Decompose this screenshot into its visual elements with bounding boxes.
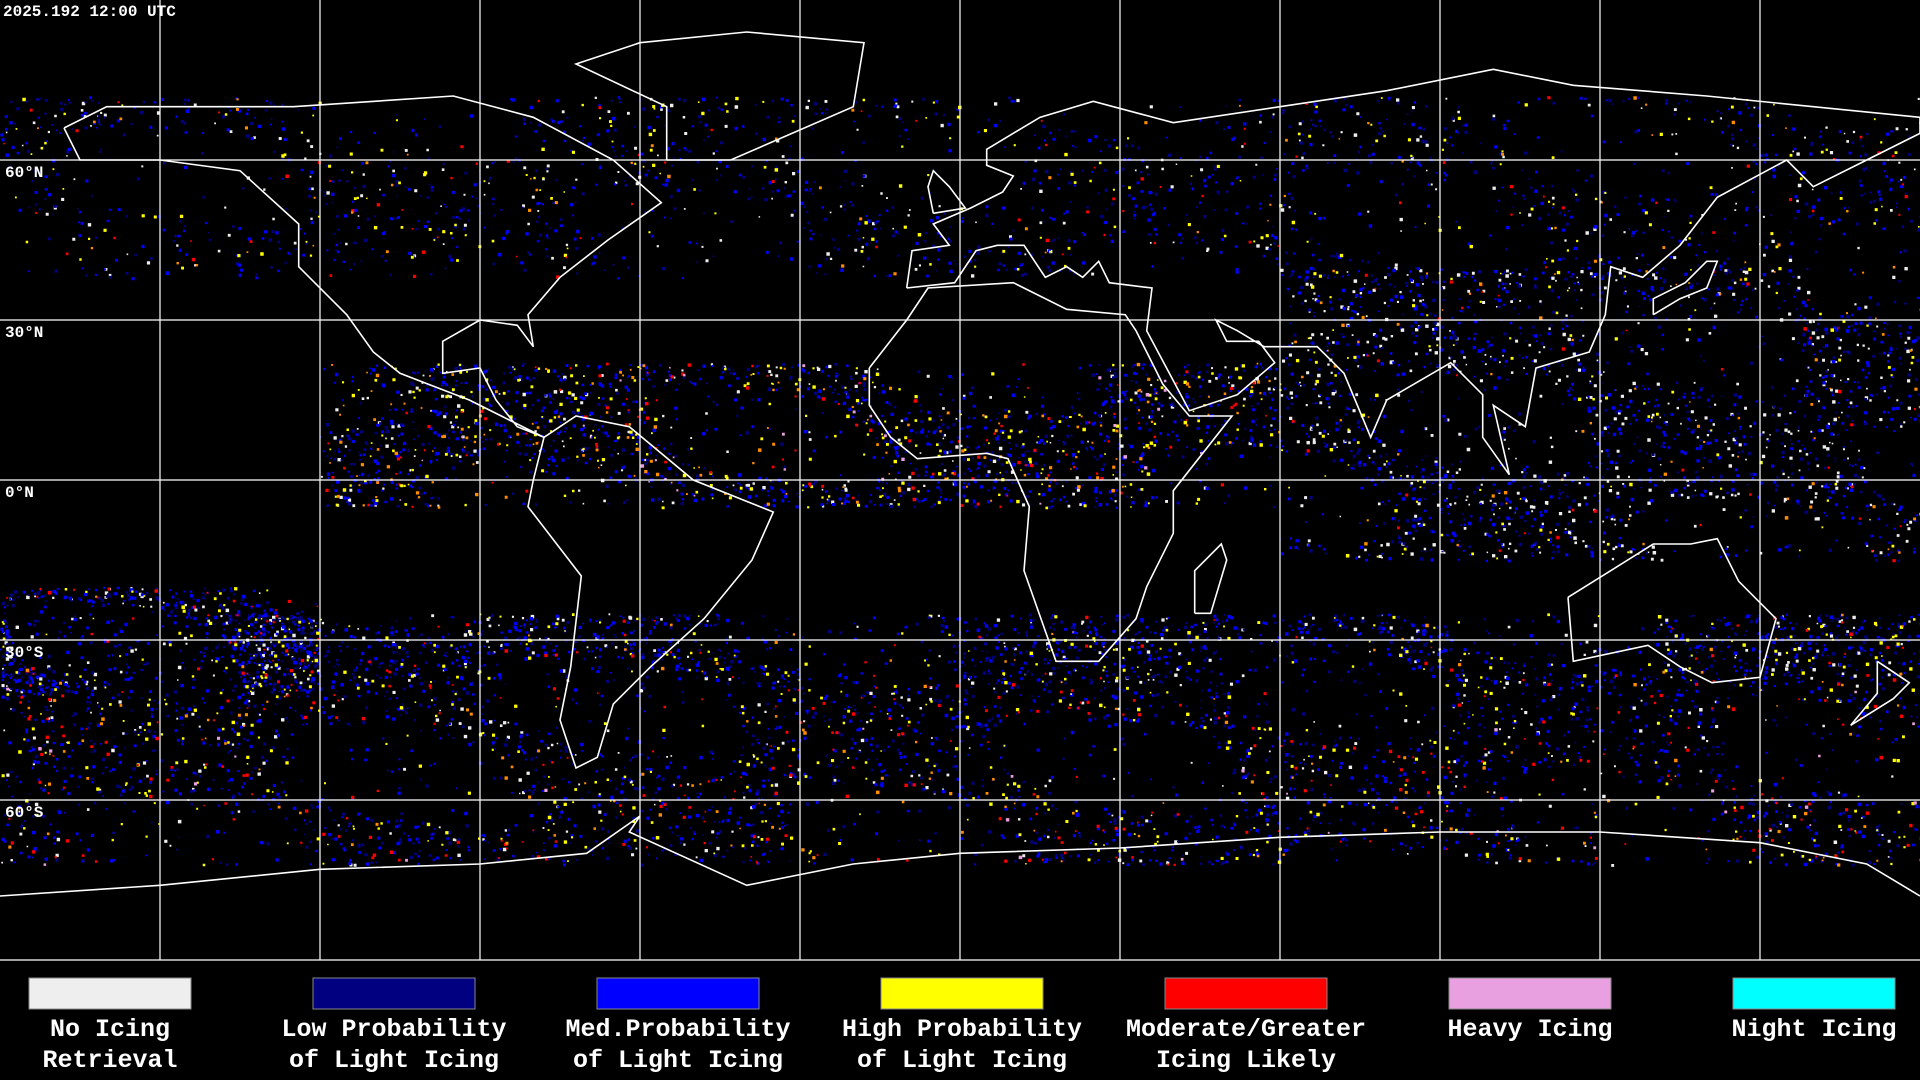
legend-label: Night Icing bbox=[1731, 1015, 1896, 1044]
latitude-label: 30°S bbox=[5, 644, 44, 662]
coastline bbox=[527, 415, 775, 770]
coastline bbox=[1652, 260, 1719, 316]
coastline bbox=[0, 815, 1920, 897]
legend-label: Med.Probability bbox=[565, 1015, 790, 1044]
legend-label: Icing Likely bbox=[1156, 1046, 1336, 1075]
latitude-label: 60°S bbox=[5, 804, 44, 822]
latitude-label: 30°N bbox=[5, 324, 43, 342]
legend-label: of Light Icing bbox=[289, 1046, 499, 1075]
legend-label: High Probability bbox=[842, 1015, 1082, 1044]
coastlines bbox=[0, 31, 1920, 897]
legend-label: of Light Icing bbox=[573, 1046, 783, 1075]
graticule bbox=[0, 0, 1920, 961]
legend-label: Low Probability bbox=[281, 1015, 506, 1044]
coastline bbox=[573, 31, 865, 161]
legend-label: Retrieval bbox=[42, 1046, 177, 1075]
coastline bbox=[1850, 660, 1911, 726]
legend-swatch bbox=[1732, 977, 1896, 1010]
legend-swatch bbox=[596, 977, 760, 1010]
coastline bbox=[868, 281, 1234, 663]
legend-label: Heavy Icing bbox=[1447, 1015, 1612, 1044]
coastline bbox=[1193, 542, 1228, 615]
legend-swatch bbox=[28, 977, 192, 1010]
timestamp: 2025.192 12:00 UTC bbox=[3, 3, 176, 21]
legend-swatch bbox=[880, 977, 1044, 1010]
coastline bbox=[905, 68, 1920, 476]
legend-swatch bbox=[1448, 977, 1612, 1010]
coastline bbox=[1567, 537, 1777, 684]
latitude-labels: 60°N 30°N 0°N 30°S 60°S bbox=[5, 164, 44, 822]
legend-swatch bbox=[1164, 977, 1328, 1010]
legend-label: No Icing bbox=[50, 1015, 170, 1044]
latitude-label: 60°N bbox=[5, 164, 43, 182]
legend-swatch bbox=[312, 977, 476, 1010]
legend-label: of Light Icing bbox=[857, 1046, 1067, 1075]
latitude-label: 0°N bbox=[5, 484, 34, 502]
legend-label: Moderate/Greater bbox=[1126, 1015, 1366, 1044]
